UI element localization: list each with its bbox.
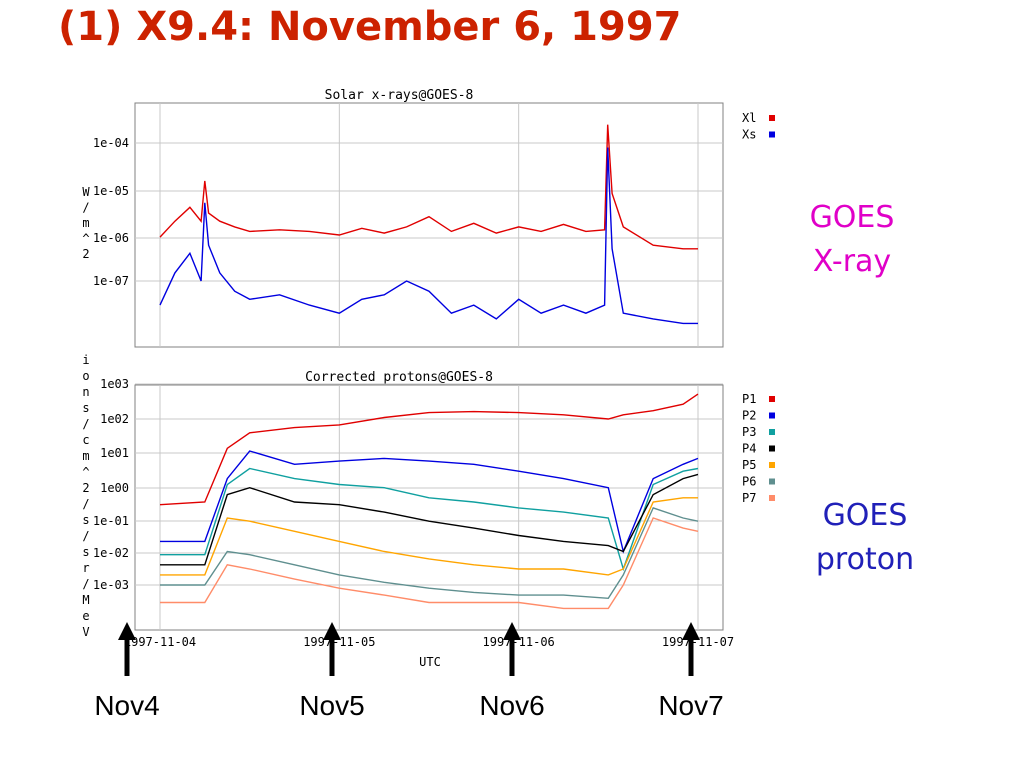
series-P7 <box>160 517 699 610</box>
arrow-head <box>682 622 700 640</box>
goes-proton-label: GOES proton <box>790 494 940 582</box>
legend-label: P6 <box>742 475 756 489</box>
legend-swatch <box>769 131 775 138</box>
arrow-head <box>118 622 136 640</box>
legend-label: P5 <box>742 458 756 472</box>
y-tick-label: 1e00 <box>100 481 129 495</box>
x-tick-label: 1997-11-06 <box>483 635 555 649</box>
arrow-head <box>503 622 521 640</box>
y-tick-label: 1e-06 <box>93 231 129 245</box>
series-P2 <box>160 450 699 554</box>
legend-swatch <box>769 462 775 468</box>
series-P1 <box>159 393 699 506</box>
slide-title: (1) X9.4: November 6, 1997 <box>58 4 682 50</box>
plot-title-1: Corrected protons@GOES-8 <box>305 370 493 385</box>
date-label: Nov4 <box>94 690 160 721</box>
y-tick-label: 1e02 <box>100 412 129 426</box>
legend-swatch <box>769 412 775 419</box>
x-tick-label: 1997-11-04 <box>124 635 196 649</box>
legend-label: Xs <box>742 128 756 142</box>
series-Xs <box>159 147 698 325</box>
series-P4 <box>160 473 699 566</box>
proton-label-line1: GOES <box>822 498 908 533</box>
plot-frame-1 <box>134 384 724 631</box>
xray-label-line1: GOES <box>809 200 895 235</box>
date-label: Nov5 <box>299 690 365 721</box>
date-label: Nov6 <box>479 690 545 721</box>
x-tick-label: 1997-11-05 <box>303 635 375 649</box>
y-tick-label: 1e-01 <box>93 514 129 528</box>
plot-title-0: Solar x-rays@GOES-8 <box>325 88 474 103</box>
legend-swatch <box>769 478 775 485</box>
legend-label: P1 <box>742 392 756 406</box>
x-tick-label: 1997-11-07 <box>662 635 734 649</box>
x-axis-label: UTC <box>419 655 441 669</box>
legend-label: P3 <box>742 425 756 439</box>
y-tick-label: 1e-03 <box>93 578 129 592</box>
y-tick-label: 1e01 <box>100 446 129 460</box>
series-P6 <box>160 507 699 600</box>
legend-swatch <box>769 495 775 501</box>
legend-swatch <box>769 445 775 452</box>
proton-label-line2: proton <box>815 542 915 577</box>
y-tick-label: 1e-04 <box>93 136 129 150</box>
series-Xl <box>159 124 698 250</box>
legend-label: P7 <box>742 491 756 505</box>
legend-label: P4 <box>742 442 756 456</box>
y-tick-label: 1e-05 <box>93 184 129 198</box>
y-tick-label: 1e-07 <box>93 274 129 288</box>
y-axis-label: W / m ^ 2 <box>82 185 90 261</box>
legend-swatch <box>769 115 775 121</box>
plot-frame-0 <box>134 102 724 348</box>
y-tick-label: 1e-02 <box>93 546 129 560</box>
y-tick-label: 1e03 <box>100 377 129 391</box>
legend-label: Xl <box>742 111 756 125</box>
series-P5 <box>160 497 698 576</box>
arrow-head <box>323 622 341 640</box>
legend-label: P2 <box>742 409 756 423</box>
legend-swatch <box>769 396 775 402</box>
legend-swatch <box>769 429 775 435</box>
series-P3 <box>160 467 699 572</box>
xray-label-line2: X-ray <box>812 244 892 279</box>
date-label: Nov7 <box>658 690 724 721</box>
goes-xray-label: GOES X-ray <box>792 196 912 284</box>
